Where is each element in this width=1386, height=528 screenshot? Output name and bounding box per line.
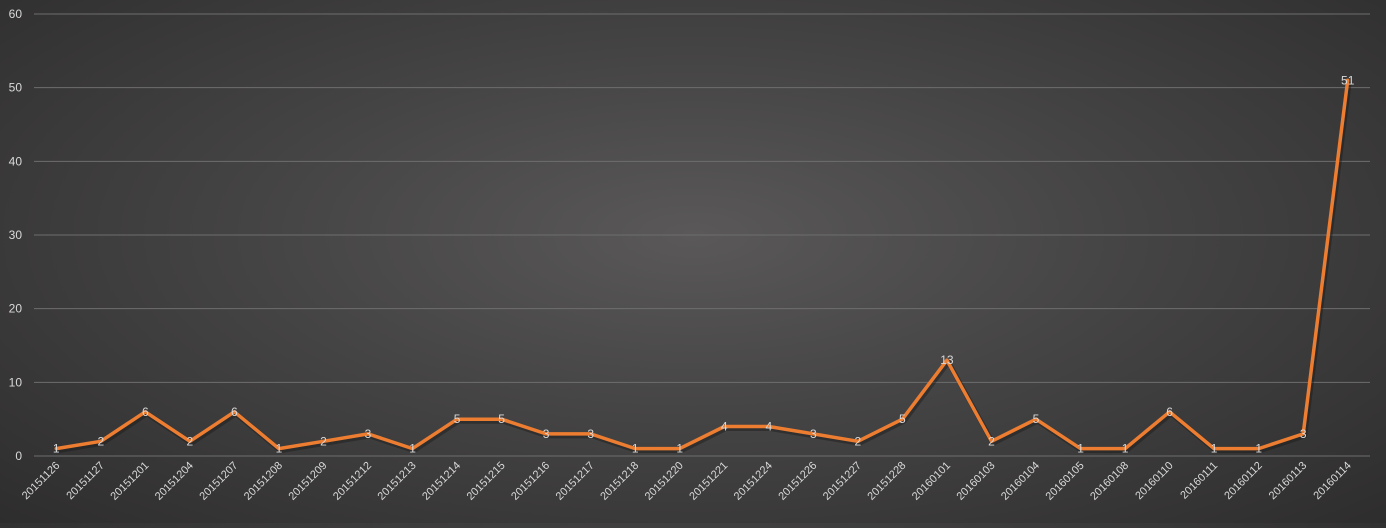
- x-tick-label: 20151213: [376, 460, 419, 503]
- data-label: 4: [765, 420, 772, 434]
- data-label: 5: [498, 412, 505, 426]
- x-tick-label: 20160113: [1267, 460, 1310, 503]
- data-label: 1: [53, 442, 60, 456]
- y-tick-label: 0: [15, 449, 22, 463]
- data-label: 2: [855, 434, 862, 448]
- data-label: 3: [365, 427, 372, 441]
- y-tick-label: 40: [9, 154, 23, 168]
- data-label: 1: [676, 442, 683, 456]
- x-tick-label: 20151215: [465, 460, 508, 503]
- data-label: 1: [1122, 442, 1129, 456]
- x-tick-label: 20151209: [286, 460, 329, 503]
- x-tick-label: 20160112: [1222, 460, 1265, 503]
- data-label: 1: [276, 442, 283, 456]
- x-tick-label: 20151127: [64, 460, 107, 503]
- data-label: 5: [454, 412, 461, 426]
- data-label: 2: [988, 434, 995, 448]
- y-tick-label: 60: [9, 7, 23, 21]
- y-tick-label: 50: [9, 81, 23, 95]
- data-label: 1: [409, 442, 416, 456]
- x-tick-label: 20151218: [598, 460, 641, 503]
- data-label: 6: [142, 405, 149, 419]
- data-label: 2: [97, 434, 104, 448]
- x-tick-label: 20151216: [509, 460, 552, 503]
- data-label: 3: [587, 427, 594, 441]
- data-label: 3: [1300, 427, 1307, 441]
- x-tick-label: 20151204: [153, 460, 196, 503]
- x-tick-label: 20151212: [331, 460, 374, 503]
- y-axis-ticks: 0 10 20 30 40 50 60: [9, 7, 23, 463]
- gridlines: [34, 13, 1370, 457]
- x-tick-label: 20160110: [1133, 460, 1176, 503]
- y-tick-label: 20: [9, 302, 23, 316]
- x-tick-label: 20151226: [776, 460, 819, 503]
- data-label: 6: [231, 405, 238, 419]
- x-tick-label: 20151214: [420, 460, 463, 503]
- data-label: 1: [1077, 442, 1084, 456]
- x-tick-label: 20151126: [20, 460, 63, 503]
- x-tick-label: 20151201: [108, 460, 151, 503]
- data-label: 1: [632, 442, 639, 456]
- data-label: 5: [899, 412, 906, 426]
- x-tick-label: 20151220: [643, 460, 686, 503]
- data-label: 13: [940, 353, 954, 367]
- x-tick-label: 20151228: [865, 460, 908, 503]
- y-tick-label: 30: [9, 228, 23, 242]
- x-tick-label: 20151207: [197, 460, 240, 503]
- series-line: [54, 78, 1350, 451]
- data-label: 51: [1341, 73, 1355, 87]
- x-tick-label: 20151217: [554, 460, 597, 503]
- series-line-shadow: [57, 81, 1352, 454]
- x-tick-label: 20151227: [821, 460, 864, 503]
- x-tick-label: 20160108: [1088, 460, 1131, 503]
- y-tick-label: 10: [9, 375, 23, 389]
- x-tick-label: 20151208: [242, 460, 285, 503]
- x-axis-ticks: 20151126 20151127 20151201 20151204 20151207…: [20, 460, 1354, 503]
- x-tick-label: 20151221: [687, 460, 730, 503]
- data-label: 4: [721, 420, 728, 434]
- data-label: 2: [187, 434, 194, 448]
- x-tick-label: 20160103: [954, 460, 997, 503]
- x-tick-label: 20160104: [999, 460, 1042, 503]
- x-tick-label: 20160105: [1044, 460, 1087, 503]
- data-label: 3: [810, 427, 817, 441]
- data-label: 1: [1255, 442, 1262, 456]
- series-line-layer: [54, 78, 1352, 454]
- x-tick-label: 20160111: [1178, 460, 1220, 502]
- data-label: 1: [1211, 442, 1218, 456]
- x-tick-label: 20151224: [732, 460, 775, 503]
- x-tick-label: 20160101: [910, 460, 953, 503]
- data-label: 6: [1166, 405, 1173, 419]
- data-label: 5: [1033, 412, 1040, 426]
- data-label: 2: [320, 434, 327, 448]
- data-label: 3: [543, 427, 550, 441]
- x-tick-label: 20160114: [1311, 460, 1354, 503]
